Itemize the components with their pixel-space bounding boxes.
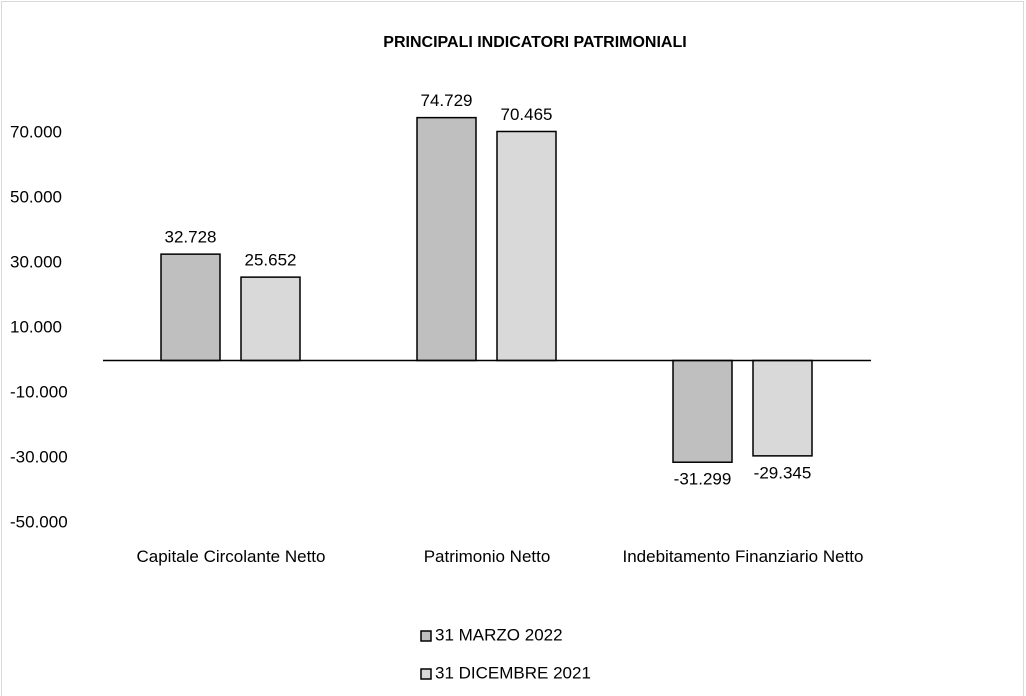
bar — [160, 253, 221, 362]
value-label: -31.299 — [674, 470, 732, 489]
bar — [672, 359, 733, 463]
x-tick-label: Patrimonio Netto — [423, 547, 551, 566]
y-tick-label: 50.000 — [10, 187, 62, 206]
bar — [416, 116, 477, 362]
y-tick-label: -50.000 — [10, 512, 68, 531]
value-label: 74.729 — [421, 91, 473, 110]
y-tick-label: 10.000 — [10, 317, 62, 336]
bar — [752, 359, 813, 457]
legend-label: 31 DICEMBRE 2021 — [435, 663, 591, 682]
x-tick-label: Indebitamento Finanziario Netto — [622, 547, 864, 566]
x-tick-label: Capitale Circolante Netto — [136, 547, 326, 566]
legend-swatch — [420, 630, 432, 642]
y-tick-label: 30.000 — [10, 252, 62, 271]
value-label: 32.728 — [165, 228, 217, 247]
bar — [240, 276, 301, 362]
y-tick-label: -30.000 — [10, 447, 68, 466]
chart-title: PRINCIPALI INDICATORI PATRIMONIALI — [383, 34, 686, 51]
value-label: -29.345 — [754, 463, 812, 482]
legend-label: 31 MARZO 2022 — [435, 625, 563, 644]
bar — [496, 130, 557, 362]
y-tick-label: 70.000 — [10, 122, 62, 141]
value-label: 70.465 — [501, 105, 553, 124]
y-tick-label: -10.000 — [10, 382, 68, 401]
legend-swatch — [420, 668, 432, 680]
value-label: 25.652 — [245, 251, 297, 270]
